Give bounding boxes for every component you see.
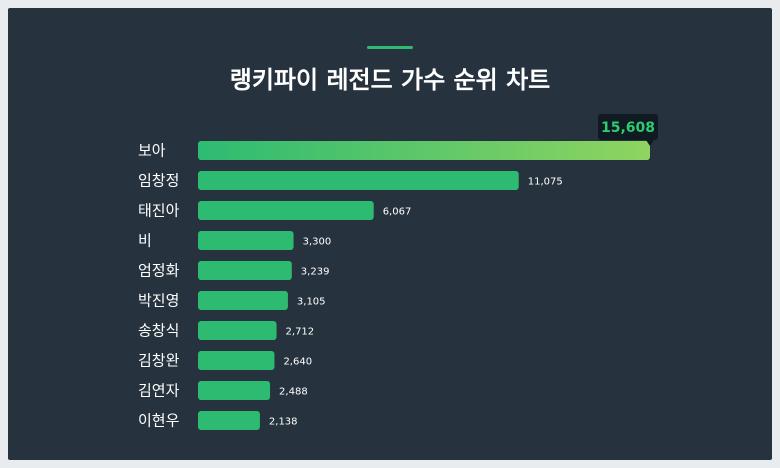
category-label: 비	[138, 232, 152, 250]
value-label: 11,075	[528, 177, 563, 188]
bar	[198, 351, 275, 370]
value-label: 3,300	[303, 237, 332, 248]
category-label: 박진영	[138, 292, 179, 310]
value-label: 2,488	[279, 387, 308, 398]
value-tooltip	[598, 114, 658, 140]
category-label: 보아	[138, 142, 166, 160]
value-label: 2,712	[286, 327, 315, 338]
value-label: 3,239	[301, 267, 330, 278]
bar	[198, 321, 277, 340]
value-label: 2,640	[283, 357, 312, 368]
category-label: 태진아	[138, 202, 180, 220]
category-label: 엄정화	[138, 262, 180, 280]
category-label: 김창완	[138, 352, 180, 370]
bar	[198, 381, 271, 400]
category-label: 송창식	[138, 322, 179, 340]
tooltip-pointer	[646, 140, 654, 146]
category-label: 김연자	[138, 382, 180, 400]
category-label: 임창정	[138, 172, 179, 190]
category-label: 이현우	[138, 412, 180, 430]
chart-card	[8, 8, 772, 460]
bar	[198, 141, 650, 160]
bar	[198, 231, 294, 250]
tooltip-value: 15,608	[601, 120, 655, 136]
bar	[198, 411, 260, 430]
title-accent-line	[367, 46, 413, 49]
value-label: 2,138	[269, 417, 298, 428]
chart-title: 랭키파이 레전드 가수 순위 차트	[229, 66, 551, 94]
bar	[198, 291, 288, 310]
bar	[198, 171, 519, 190]
value-label: 6,067	[383, 207, 412, 218]
bar	[198, 261, 292, 280]
bar	[198, 201, 374, 220]
value-label: 3,105	[297, 297, 326, 308]
